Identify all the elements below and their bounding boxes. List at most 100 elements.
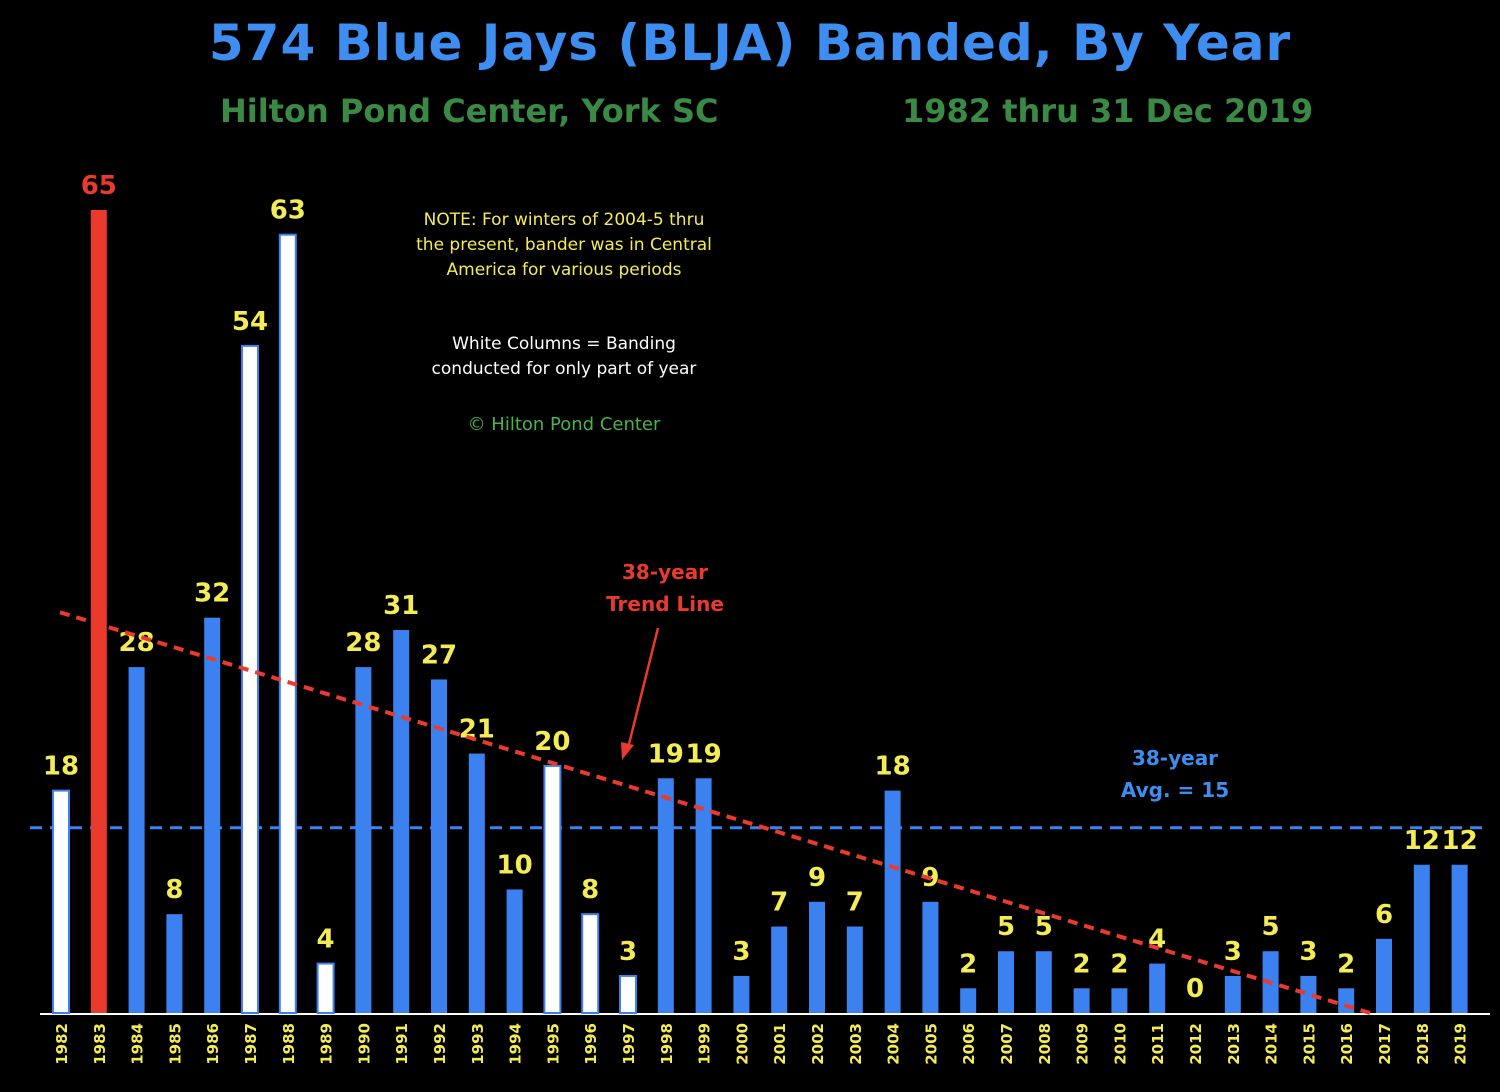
- bar-2019: [1451, 864, 1468, 1013]
- bar-1991: [393, 630, 410, 1013]
- value-label-1983: 65: [81, 171, 117, 201]
- year-label-1985: 1985: [166, 1023, 184, 1065]
- value-label-2016: 2: [1337, 949, 1355, 979]
- year-label-1991: 1991: [393, 1023, 411, 1065]
- subtitle-date-range: 1982 thru 31 Dec 2019: [902, 92, 1314, 130]
- trend-line: [59, 610, 1371, 1015]
- trend-arrow-shaft: [625, 627, 660, 753]
- year-label-2000: 2000: [733, 1023, 751, 1065]
- year-label-2003: 2003: [847, 1023, 865, 1065]
- year-label-1992: 1992: [431, 1023, 449, 1065]
- value-label-1997: 3: [619, 937, 637, 967]
- value-label-1990: 28: [345, 628, 381, 658]
- bar-2004: [884, 790, 901, 1013]
- year-label-1997: 1997: [620, 1023, 638, 1065]
- value-label-2017: 6: [1375, 900, 1393, 930]
- value-label-1988: 63: [270, 196, 306, 226]
- year-label-1999: 1999: [696, 1023, 714, 1065]
- value-label-1999: 19: [686, 739, 722, 769]
- bar-2000: [733, 975, 750, 1013]
- bar-1995: [543, 764, 562, 1015]
- bar-2007: [998, 951, 1014, 1013]
- bar-2002: [809, 901, 825, 1013]
- value-label-2000: 3: [732, 937, 750, 967]
- year-label-1995: 1995: [544, 1023, 562, 1065]
- value-label-1998: 19: [648, 739, 684, 769]
- bar-2005: [922, 901, 939, 1013]
- value-label-1987: 54: [232, 307, 268, 337]
- value-label-2011: 4: [1148, 925, 1166, 955]
- bar-1993: [468, 753, 485, 1013]
- value-label-2004: 18: [875, 752, 911, 782]
- year-label-1993: 1993: [469, 1023, 487, 1065]
- value-label-1994: 10: [497, 850, 533, 880]
- bar-1987: [241, 344, 259, 1014]
- year-label-2005: 2005: [922, 1023, 940, 1065]
- bar-1989: [316, 962, 335, 1014]
- bar-1994: [506, 889, 523, 1013]
- bar-1982: [52, 789, 70, 1015]
- chart-title: 574 Blue Jays (BLJA) Banded, By Year: [208, 14, 1292, 72]
- value-label-1993: 21: [459, 715, 495, 745]
- trend-label-line1: 38-year: [621, 560, 709, 584]
- bar-1997: [619, 974, 637, 1015]
- trend-arrow-head: [621, 742, 634, 760]
- value-label-2018: 12: [1404, 826, 1440, 856]
- bar-2008: [1035, 951, 1052, 1013]
- avg-label-line1: 38-year: [1131, 746, 1219, 770]
- year-label-1998: 1998: [658, 1023, 676, 1065]
- year-label-2009: 2009: [1074, 1023, 1092, 1065]
- bar-1999: [695, 778, 712, 1013]
- bar-1996: [581, 913, 600, 1015]
- copyright-note: © Hilton Pond Center: [467, 414, 661, 435]
- bar-1992: [431, 679, 447, 1013]
- year-label-2007: 2007: [998, 1023, 1016, 1065]
- value-label-1991: 31: [383, 591, 419, 621]
- year-label-2014: 2014: [1263, 1023, 1281, 1065]
- year-label-1996: 1996: [582, 1023, 600, 1065]
- year-label-2010: 2010: [1111, 1023, 1129, 1065]
- note-winters: NOTE: For winters of 2004-5 thru the pre…: [416, 210, 712, 280]
- bar-1984: [128, 667, 145, 1013]
- year-label-2006: 2006: [960, 1023, 978, 1065]
- value-label-1986: 32: [194, 579, 230, 609]
- value-label-2009: 2: [1073, 949, 1091, 979]
- value-label-1982: 18: [43, 752, 79, 782]
- value-label-1984: 28: [119, 628, 155, 658]
- year-label-1989: 1989: [318, 1023, 336, 1065]
- value-label-2006: 2: [959, 949, 977, 979]
- bar-1983: [90, 210, 107, 1013]
- value-label-2012: 0: [1186, 974, 1204, 1004]
- year-label-2019: 2019: [1452, 1023, 1470, 1065]
- trend-label-line2: Trend Line: [606, 592, 724, 616]
- value-label-2001: 7: [770, 888, 788, 918]
- year-label-2011: 2011: [1149, 1023, 1167, 1065]
- value-label-1995: 20: [534, 727, 570, 757]
- bar-2003: [846, 926, 863, 1013]
- year-label-2017: 2017: [1376, 1023, 1394, 1065]
- year-label-2013: 2013: [1225, 1023, 1243, 1065]
- note-white-columns: White Columns = Banding conducted for on…: [431, 334, 697, 379]
- value-label-1996: 8: [581, 875, 599, 905]
- trend-line-label: 38-year Trend Line: [590, 556, 740, 620]
- value-label-2008: 5: [1035, 912, 1053, 942]
- year-label-1987: 1987: [242, 1023, 260, 1065]
- bar-2001: [771, 926, 788, 1013]
- bar-1986: [204, 617, 221, 1013]
- bar-2011: [1149, 963, 1166, 1013]
- year-label-1994: 1994: [507, 1023, 525, 1065]
- year-label-2004: 2004: [885, 1023, 903, 1065]
- bar-2006: [960, 988, 977, 1013]
- year-label-2001: 2001: [771, 1023, 789, 1065]
- value-label-2014: 5: [1262, 912, 1280, 942]
- value-label-1989: 4: [317, 925, 335, 955]
- bar-2009: [1073, 988, 1090, 1013]
- year-label-1990: 1990: [355, 1023, 373, 1065]
- value-label-2013: 3: [1224, 937, 1242, 967]
- year-label-2008: 2008: [1036, 1023, 1054, 1065]
- bar-1998: [657, 778, 674, 1013]
- average-line-label: 38-year Avg. = 15: [1100, 742, 1250, 806]
- year-label-1984: 1984: [129, 1023, 147, 1065]
